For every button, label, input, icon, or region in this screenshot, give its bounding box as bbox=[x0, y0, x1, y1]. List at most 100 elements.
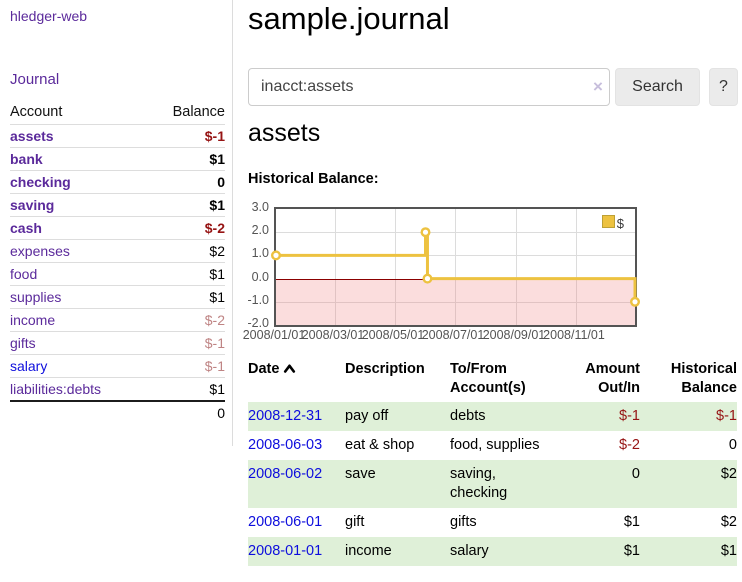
chart-x-axis-labels: 2008/01/012008/03/012008/05/012008/07/01… bbox=[274, 328, 633, 344]
search-help-button[interactable]: ? bbox=[709, 68, 738, 106]
transaction-balance: $2 bbox=[640, 508, 737, 537]
y-tick-label: 0.0 bbox=[236, 270, 269, 284]
x-tick-label: 2008/03/01 bbox=[302, 328, 365, 342]
account-row: checking 0 bbox=[10, 171, 225, 194]
account-link-checking[interactable]: checking bbox=[10, 174, 71, 190]
register-header-amount: Amount Out/In bbox=[563, 356, 640, 402]
sidebar: hledger-web Journal Account Balance asse… bbox=[0, 0, 233, 446]
account-balance: $-2 bbox=[146, 309, 225, 332]
data-point-marker bbox=[422, 228, 430, 236]
sort-ascending-icon bbox=[283, 361, 296, 380]
legend-swatch-icon bbox=[602, 215, 615, 228]
register-row: 2008-06-03 eat & shop food, supplies $-2… bbox=[248, 431, 737, 460]
transaction-date-link[interactable]: 2008-06-03 bbox=[248, 437, 322, 453]
y-tick-label: 1.0 bbox=[236, 246, 269, 260]
page-title: sample.journal bbox=[248, 2, 450, 36]
register-header-description: Description bbox=[345, 356, 450, 402]
accounts-table: Account Balance assets $-1 bank $1 check… bbox=[10, 100, 225, 424]
hledger-web-page: hledger-web Journal Account Balance asse… bbox=[0, 0, 742, 582]
account-balance: $2 bbox=[146, 240, 225, 263]
transaction-amount: 0 bbox=[563, 460, 640, 508]
series-line bbox=[276, 232, 635, 302]
account-balance: $1 bbox=[146, 286, 225, 309]
account-balance: $-2 bbox=[146, 217, 225, 240]
transaction-description: income bbox=[345, 537, 450, 566]
x-tick-label: 2008/05/01 bbox=[362, 328, 425, 342]
account-row: saving $1 bbox=[10, 194, 225, 217]
account-row: food $1 bbox=[10, 263, 225, 286]
register-table: Date Description To/From Account(s) Amou… bbox=[248, 356, 737, 566]
transaction-balance: $1 bbox=[640, 537, 737, 566]
clear-search-icon[interactable]: × bbox=[589, 77, 607, 97]
account-row: supplies $1 bbox=[10, 286, 225, 309]
account-row: income $-2 bbox=[10, 309, 225, 332]
account-balance: $-1 bbox=[146, 355, 225, 378]
data-point-marker bbox=[631, 298, 639, 306]
transaction-date-link[interactable]: 2008-06-01 bbox=[248, 514, 322, 530]
account-balance: $1 bbox=[146, 194, 225, 217]
account-balance: $1 bbox=[146, 378, 225, 402]
accounts-header-balance: Balance bbox=[146, 100, 225, 125]
transaction-balance: $2 bbox=[640, 460, 737, 508]
account-link-bank[interactable]: bank bbox=[10, 151, 43, 167]
account-heading: assets bbox=[248, 119, 320, 148]
account-link-cash[interactable]: cash bbox=[10, 220, 42, 236]
search-button[interactable]: Search bbox=[615, 68, 700, 106]
app-title-link[interactable]: hledger-web bbox=[10, 8, 87, 24]
legend-label: $ bbox=[617, 217, 624, 231]
account-balance: 0 bbox=[146, 171, 225, 194]
account-link-supplies[interactable]: supplies bbox=[10, 289, 61, 305]
historical-balance-label: Historical Balance: bbox=[248, 171, 379, 187]
account-row: gifts $-1 bbox=[10, 332, 225, 355]
transaction-date-link[interactable]: 2008-01-01 bbox=[248, 543, 322, 559]
account-row: salary $-1 bbox=[10, 355, 225, 378]
transaction-date-link[interactable]: 2008-12-31 bbox=[248, 408, 322, 424]
x-tick-label: 2008/01/01 bbox=[243, 328, 306, 342]
accounts-header-account: Account bbox=[10, 100, 146, 125]
account-balance: $-1 bbox=[146, 332, 225, 355]
register-header-row: Date Description To/From Account(s) Amou… bbox=[248, 356, 737, 402]
register-row: 2008-01-01 income salary $1 $1 bbox=[248, 537, 737, 566]
account-link-salary[interactable]: salary bbox=[10, 358, 47, 374]
transaction-date-link[interactable]: 2008-06-02 bbox=[248, 466, 322, 482]
transaction-balance: $-1 bbox=[640, 402, 737, 431]
register-header-balance: Historical Balance bbox=[640, 356, 737, 402]
account-row: liabilities:debts $1 bbox=[10, 378, 225, 402]
transaction-balance: 0 bbox=[640, 431, 737, 460]
transaction-accounts: debts bbox=[450, 402, 563, 431]
historical-balance-chart: $ bbox=[274, 207, 637, 327]
balance-series bbox=[276, 209, 635, 325]
transaction-accounts: saving, checking bbox=[450, 460, 563, 508]
account-row: cash $-2 bbox=[10, 217, 225, 240]
transaction-description: gift bbox=[345, 508, 450, 537]
y-tick-label: 3.0 bbox=[236, 200, 269, 214]
sidebar-item-journal[interactable]: Journal bbox=[10, 71, 59, 88]
transaction-amount: $1 bbox=[563, 508, 640, 537]
account-link-gifts[interactable]: gifts bbox=[10, 335, 36, 351]
account-balance: $1 bbox=[146, 148, 225, 171]
transaction-amount: $1 bbox=[563, 537, 640, 566]
register-header-date[interactable]: Date bbox=[248, 356, 345, 402]
data-point-marker bbox=[272, 252, 280, 260]
account-link-food[interactable]: food bbox=[10, 266, 37, 282]
account-balance: $1 bbox=[146, 263, 225, 286]
account-link-liabilities-debts[interactable]: liabilities:debts bbox=[10, 381, 101, 397]
search-input[interactable] bbox=[248, 68, 610, 106]
account-balance: $-1 bbox=[146, 125, 225, 148]
register-row: 2008-06-01 gift gifts $1 $2 bbox=[248, 508, 737, 537]
y-tick-label: 2.0 bbox=[236, 223, 269, 237]
data-point-marker bbox=[424, 275, 432, 283]
account-row: assets $-1 bbox=[10, 125, 225, 148]
x-tick-label: 2008/09/01 bbox=[483, 328, 546, 342]
account-row: expenses $2 bbox=[10, 240, 225, 263]
account-link-assets[interactable]: assets bbox=[10, 128, 54, 144]
chart-y-axis-labels: 3.02.01.00.0-1.0-2.0 bbox=[236, 207, 269, 323]
transaction-accounts: food, supplies bbox=[450, 431, 563, 460]
account-row: bank $1 bbox=[10, 148, 225, 171]
register-row: 2008-12-31 pay off debts $-1 $-1 bbox=[248, 402, 737, 431]
transaction-accounts: gifts bbox=[450, 508, 563, 537]
account-link-income[interactable]: income bbox=[10, 312, 55, 328]
register-header-accounts: To/From Account(s) bbox=[450, 356, 563, 402]
account-link-expenses[interactable]: expenses bbox=[10, 243, 70, 259]
account-link-saving[interactable]: saving bbox=[10, 197, 54, 213]
